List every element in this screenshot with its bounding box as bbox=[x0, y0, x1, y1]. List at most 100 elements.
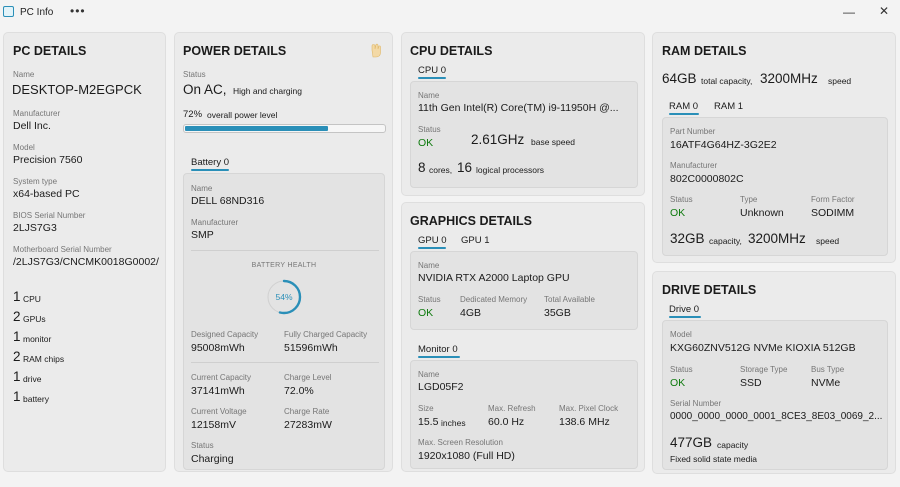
monitor-size-unit: inches bbox=[441, 418, 466, 428]
count-number: 1 bbox=[13, 389, 21, 404]
drive-panel: Model KXG60ZNV512G NVMe KIOXIA 512GB Sta… bbox=[662, 320, 888, 470]
tab-underline bbox=[669, 113, 699, 115]
gpu-panel: Name NVIDIA RTX A2000 Laptop GPU Status … bbox=[410, 251, 638, 330]
monitor-res-value: 1920x1080 (Full HD) bbox=[418, 450, 515, 462]
count-label: drive bbox=[23, 374, 42, 384]
monitor-clock-value: 138.6 MHz bbox=[559, 416, 610, 428]
drive-details-heading: DRIVE DETAILS bbox=[662, 283, 757, 297]
power-level-text: overall power level bbox=[207, 110, 278, 120]
drive-serial-value: 0000_0000_0000_0001_8CE3_8E03_0069_2... bbox=[670, 411, 883, 422]
drive-status-value: OK bbox=[670, 377, 686, 389]
ram-cap-value: 32GB bbox=[670, 231, 705, 246]
pc-systype-label: System type bbox=[13, 177, 58, 186]
drive-storage-value: SSD bbox=[740, 377, 762, 389]
count-label: RAM chips bbox=[23, 354, 65, 364]
count-number: 2 bbox=[13, 349, 21, 364]
monitor-refresh-label: Max. Refresh bbox=[488, 404, 536, 413]
battery-health-value: 54% bbox=[275, 292, 293, 302]
tab-battery-0[interactable]: Battery 0 bbox=[191, 157, 230, 168]
tab-ram-1[interactable]: RAM 1 bbox=[714, 101, 744, 112]
title-bar: PC Info ••• — ✕ bbox=[0, 0, 900, 26]
ram-status-label: Status bbox=[670, 195, 693, 204]
ram-type-label: Type bbox=[740, 195, 758, 204]
ram-part-label: Part Number bbox=[670, 127, 716, 136]
full-capacity-label: Fully Charged Capacity bbox=[284, 330, 368, 339]
power-details-heading: POWER DETAILS bbox=[183, 44, 287, 58]
drive-model-label: Model bbox=[670, 330, 692, 339]
cpu-status-value: OK bbox=[418, 137, 434, 149]
power-status-value: On AC, bbox=[183, 82, 227, 97]
divider bbox=[191, 362, 379, 363]
gpu-total-value: 35GB bbox=[544, 307, 571, 319]
voltage-value: 12158mV bbox=[191, 419, 236, 431]
battery-status-label: Status bbox=[191, 441, 214, 450]
tab-drive-0[interactable]: Drive 0 bbox=[669, 304, 700, 315]
drive-status-label: Status bbox=[670, 365, 693, 374]
charge-rate-value: 27283mW bbox=[284, 419, 332, 431]
drive-serial-label: Serial Number bbox=[670, 399, 722, 408]
minimize-icon[interactable]: — bbox=[843, 5, 855, 19]
pc-model-value: Precision 7560 bbox=[13, 154, 83, 166]
pc-manufacturer-label: Manufacturer bbox=[13, 109, 61, 118]
pc-bios-value: 2LJS7G3 bbox=[13, 222, 57, 234]
tab-underline bbox=[191, 169, 229, 171]
tab-underline bbox=[418, 247, 446, 249]
count-label: CPU bbox=[23, 294, 41, 304]
battery-panel: Name DELL 68ND316 Manufacturer SMP BATTE… bbox=[183, 173, 385, 470]
pc-name-label: Name bbox=[13, 70, 35, 79]
gpu-total-label: Total Available bbox=[544, 295, 595, 304]
power-status-label: Status bbox=[183, 70, 206, 79]
ram-speed-sub: speed bbox=[828, 76, 852, 86]
cpu-cores-label: cores, bbox=[429, 165, 453, 175]
monitor-clock-label: Max. Pixel Clock bbox=[559, 404, 619, 413]
cpu-speed-sub: base speed bbox=[531, 137, 575, 147]
power-level-fill bbox=[185, 126, 328, 131]
drive-bus-value: NVMe bbox=[811, 377, 841, 389]
gpu-name-value: NVIDIA RTX A2000 Laptop GPU bbox=[418, 272, 570, 284]
tab-ram-0[interactable]: RAM 0 bbox=[669, 101, 699, 112]
power-level-pct: 72% bbox=[183, 109, 203, 120]
current-capacity-label: Current Capacity bbox=[191, 373, 252, 382]
pc-name-value: DESKTOP-M2EGPCK bbox=[12, 82, 142, 97]
monitor-res-label: Max. Screen Resolution bbox=[418, 438, 503, 447]
ram-speed-value: 3200MHz bbox=[760, 71, 818, 86]
drive-cap-sub: capacity bbox=[717, 440, 749, 450]
charge-rate-label: Charge Rate bbox=[284, 407, 330, 416]
tab-cpu-0[interactable]: CPU 0 bbox=[418, 65, 446, 76]
battery-status-value: Charging bbox=[191, 453, 234, 465]
count-number: 1 bbox=[13, 369, 21, 384]
battery-health-label: BATTERY HEALTH bbox=[251, 262, 317, 269]
tab-monitor-0[interactable]: Monitor 0 bbox=[418, 344, 458, 355]
more-menu-icon[interactable]: ••• bbox=[70, 4, 86, 18]
count-number: 1 bbox=[13, 289, 21, 304]
tab-gpu-0[interactable]: GPU 0 bbox=[418, 235, 447, 246]
tab-underline bbox=[669, 316, 701, 318]
drive-details-card: DRIVE DETAILS Drive 0 Model KXG60ZNV512G… bbox=[652, 271, 896, 474]
designed-capacity-value: 95008mWh bbox=[191, 342, 245, 354]
close-icon[interactable]: ✕ bbox=[879, 4, 890, 18]
ram-details-card: RAM DETAILS 64GB total capacity, 3200MHz… bbox=[652, 32, 896, 263]
gpu-status-label: Status bbox=[418, 295, 441, 304]
drive-media-value: Fixed solid state media bbox=[670, 454, 757, 464]
battery-manufacturer-label: Manufacturer bbox=[191, 218, 239, 227]
hand-icon bbox=[369, 43, 383, 58]
graphics-details-heading: GRAPHICS DETAILS bbox=[410, 214, 532, 228]
cpu-name-value: 11th Gen Intel(R) Core(TM) i9-11950H @..… bbox=[418, 102, 619, 114]
current-capacity-value: 37141mWh bbox=[191, 385, 245, 397]
cpu-cores-number: 8 bbox=[418, 160, 426, 175]
count-number: 1 bbox=[13, 329, 21, 344]
power-status-sub: High and charging bbox=[233, 86, 302, 96]
tab-underline bbox=[418, 77, 446, 79]
count-number: 2 bbox=[13, 309, 21, 324]
monitor-size-value: 15.5 bbox=[418, 416, 439, 428]
graphics-details-card: GRAPHICS DETAILS GPU 0 GPU 1 Name NVIDIA… bbox=[401, 202, 645, 472]
gpu-dedicated-label: Dedicated Memory bbox=[460, 295, 528, 304]
battery-name-value: DELL 68ND316 bbox=[191, 195, 265, 207]
pc-model-label: Model bbox=[13, 143, 35, 152]
tab-gpu-1[interactable]: GPU 1 bbox=[461, 235, 490, 246]
ram-form-value: SODIMM bbox=[811, 207, 855, 219]
pc-bios-label: BIOS Serial Number bbox=[13, 211, 86, 220]
pc-mb-value: /2LJS7G3/CNCMK0018G0002/ bbox=[13, 256, 159, 268]
monitor-name-value: LGD05F2 bbox=[418, 381, 464, 393]
monitor-panel: Name LGD05F2 Size 15.5 inches Max. Refre… bbox=[410, 360, 638, 469]
